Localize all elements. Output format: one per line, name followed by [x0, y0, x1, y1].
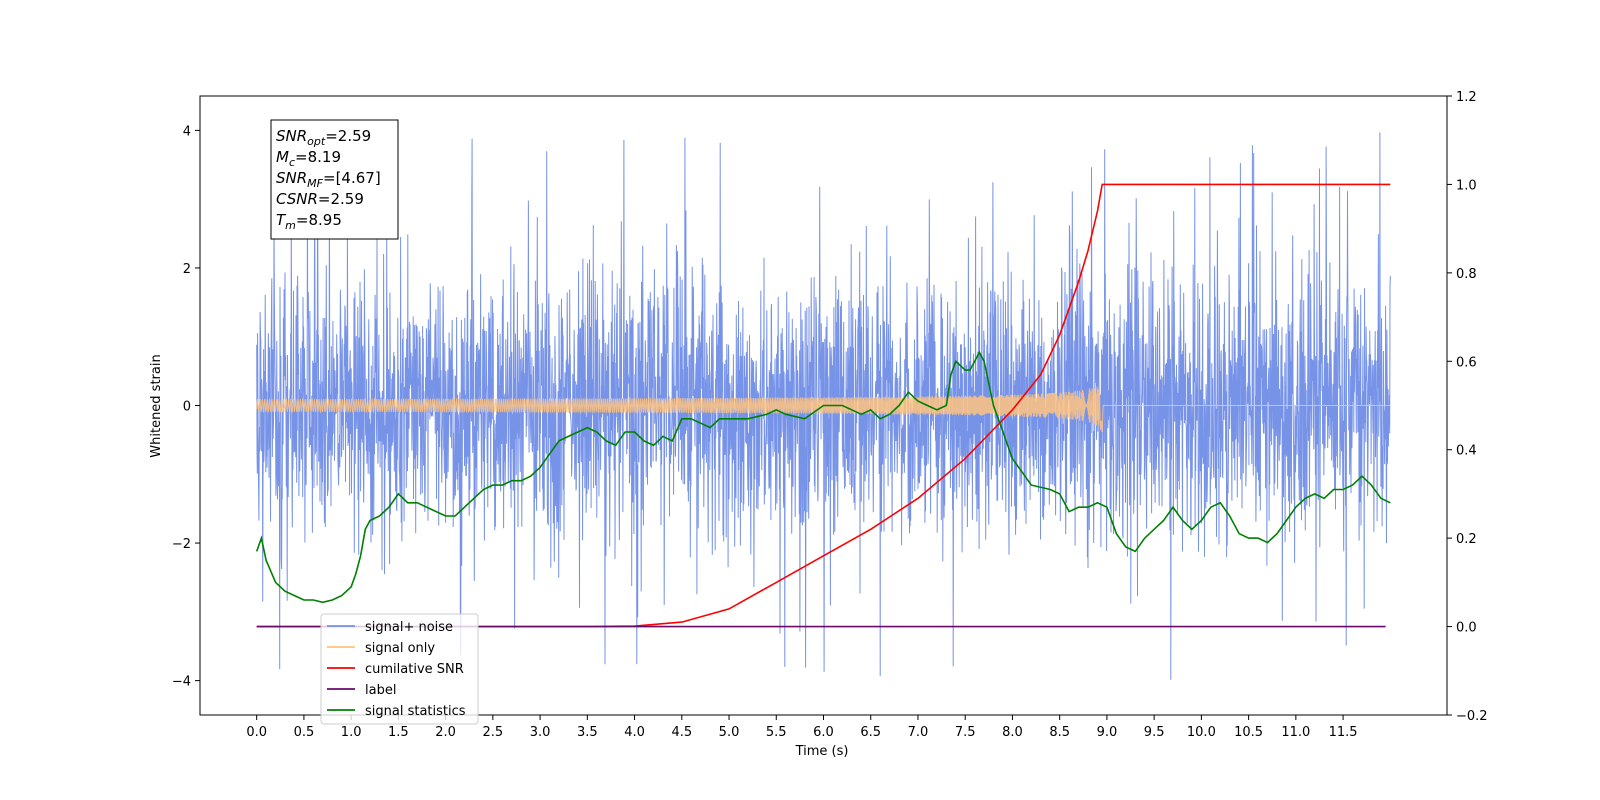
annotation-frame	[270, 119, 399, 240]
x-tick-label: 4.0	[624, 725, 645, 740]
x-tick-label: 6.5	[860, 725, 881, 740]
annotation-line: Tm=8.95	[276, 211, 342, 232]
y-tick-label: 2	[183, 262, 191, 277]
y-axis-left: −4 −2 0 2 4	[172, 124, 200, 690]
y-axis-right: −0.2 0.0 0.2 0.4 0.6 0.8 1.0 1.2	[1447, 90, 1488, 724]
y2-tick-label: 0.0	[1456, 621, 1477, 636]
x-tick-label: 10.0	[1187, 725, 1216, 740]
x-tick-label: 5.5	[766, 725, 787, 740]
annotation-line: Mc=8.19	[276, 148, 341, 169]
x-tick-label: 11.5	[1329, 725, 1358, 740]
x-tick-label: 10.5	[1234, 725, 1263, 740]
x-tick-label: 0.5	[294, 725, 315, 740]
y2-tick-label: 0.4	[1456, 444, 1477, 459]
x-tick-label: 0.0	[246, 725, 267, 740]
legend-label: signal only	[365, 641, 435, 656]
y-axis-title: Whitened strain	[149, 354, 164, 457]
y-tick-label: 4	[183, 124, 191, 139]
annotation-line: CSNR=2.59	[276, 190, 364, 208]
x-tick-label: 9.0	[1097, 725, 1118, 740]
legend-frame	[320, 613, 479, 725]
y2-tick-label: 1.2	[1456, 90, 1477, 105]
annotation-line: SNRMF=[4.67]	[276, 169, 381, 190]
x-tick-label: 8.0	[1002, 725, 1023, 740]
legend: signal+ noise signal only cumilative SNR la…	[320, 613, 479, 725]
x-tick-label: 11.0	[1281, 725, 1310, 740]
x-tick-label: 7.5	[955, 725, 976, 740]
x-tick-label: 5.0	[719, 725, 740, 740]
x-axis-title: Time (s)	[795, 744, 849, 759]
y2-tick-label: 0.8	[1456, 267, 1477, 282]
series-line-signal-statistics	[255, 350, 1391, 604]
y2-tick-label: 0.2	[1456, 532, 1477, 547]
legend-label: label	[365, 683, 396, 698]
y-tick-label: 0	[183, 400, 191, 415]
y-tick-label: −4	[172, 675, 191, 690]
x-tick-label: 3.0	[530, 725, 551, 740]
x-tick-label: 3.5	[577, 725, 598, 740]
y2-tick-label: 0.6	[1456, 355, 1477, 370]
series-layer	[255, 132, 1391, 680]
x-tick-label: 7.0	[908, 725, 929, 740]
legend-label: signal statistics	[365, 704, 466, 719]
legend-label: cumilative SNR	[365, 662, 464, 677]
y-tick-label: −2	[172, 537, 191, 552]
x-tick-label: 4.5	[671, 725, 692, 740]
series-signal-noise	[256, 132, 1391, 680]
x-tick-label: 6.0	[813, 725, 834, 740]
annotation-line: SNRopt=2.59	[276, 127, 371, 148]
x-tick-label: 9.5	[1144, 725, 1165, 740]
x-tick-label: 8.5	[1049, 725, 1070, 740]
y2-tick-label: −0.2	[1456, 709, 1488, 724]
x-tick-label: 1.0	[341, 725, 362, 740]
x-tick-label: 1.5	[388, 725, 409, 740]
x-tick-label: 2.0	[435, 725, 456, 740]
y2-tick-label: 1.0	[1456, 178, 1477, 193]
legend-label: signal+ noise	[365, 620, 453, 635]
series-signal-only	[256, 382, 1391, 433]
x-tick-label: 2.5	[483, 725, 504, 740]
series-signal-statistics	[255, 350, 1391, 604]
